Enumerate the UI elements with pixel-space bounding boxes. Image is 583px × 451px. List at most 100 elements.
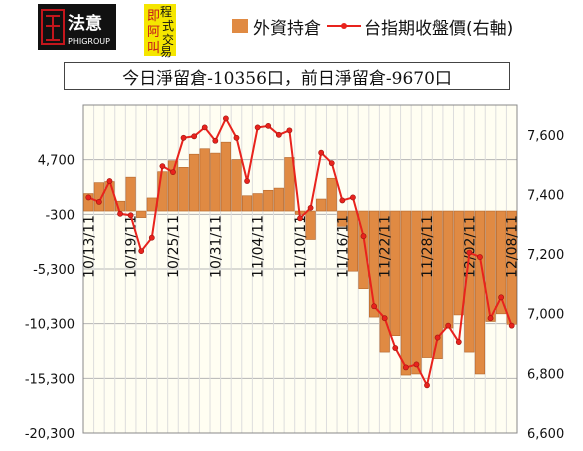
holdings-bar [379, 210, 390, 353]
index-close-point [212, 137, 219, 144]
index-close-point [254, 124, 261, 131]
index-close-point [413, 361, 420, 368]
holdings-bar [83, 193, 94, 212]
index-close-point [286, 127, 293, 134]
holdings-bar [369, 210, 380, 318]
right-axis-tick-label: 7,400 [527, 188, 564, 203]
index-close-point [392, 345, 399, 351]
right-axis-tick-label: 6,600 [527, 427, 564, 442]
svg-text:阿: 阿 [147, 25, 160, 40]
legend-line-swatch [327, 23, 361, 29]
plot-border [82, 104, 518, 434]
holdings-bar [231, 159, 242, 212]
holdings-bar [400, 210, 411, 376]
right-axis-tick-label: 7,600 [527, 129, 564, 144]
left-axis-tick-label: -15,300 [25, 372, 75, 387]
index-close-point [360, 233, 367, 240]
index-close-point [434, 334, 441, 341]
subtitle-text: 今日淨留倉-10356口，前日淨留倉-9670口 [122, 68, 452, 89]
holdings-bar [167, 160, 179, 212]
holdings-bar [337, 210, 348, 227]
left-axis-tick-label: -20,300 [25, 427, 75, 442]
right-axis-tick-label: 6,800 [527, 367, 564, 382]
holdings-bar [432, 210, 443, 359]
holdings-bar [93, 182, 104, 212]
svg-text:PHIGROUP: PHIGROUP [68, 37, 110, 46]
holdings-bar [474, 210, 486, 375]
index-close-point [350, 194, 356, 201]
index-close-point [138, 248, 145, 255]
right-axis-tick-label: 7,000 [527, 308, 564, 323]
index-close-point [466, 249, 473, 256]
date-label: 10/13/11 [81, 215, 97, 278]
index-close-point [339, 197, 346, 204]
index-close-point [318, 149, 325, 156]
index-close-point [307, 204, 314, 211]
holdings-bar [485, 210, 496, 322]
index-close-point [402, 364, 409, 371]
legend-label-holdings: 外資持倉 [253, 18, 321, 39]
svg-text:法意: 法意 [68, 13, 102, 34]
holdings-bar [220, 141, 231, 212]
left-axis-tick-label: -300 [45, 208, 75, 223]
holdings-bar [316, 198, 327, 212]
right-axis-tick-label: 7,200 [527, 248, 564, 263]
chart-subtitle: 今日淨留倉-10356口，前日淨留倉-9670口 [64, 62, 510, 90]
index-close-point [95, 199, 102, 205]
index-close-point [328, 160, 335, 167]
index-close-point [106, 178, 113, 184]
svg-text:易: 易 [160, 45, 172, 58]
left-axis-tick-label: 4,700 [38, 154, 75, 169]
date-label: 11/28/11 [420, 215, 436, 278]
index-close-point [445, 322, 452, 329]
holdings-bar [241, 195, 253, 212]
legend-item-holdings: 外資持倉 [232, 14, 321, 39]
holdings-bar [305, 210, 316, 240]
date-label: 12/02/11 [462, 215, 478, 278]
holdings-bar [326, 177, 337, 212]
index-close-point [477, 254, 483, 260]
index-close-point [191, 133, 198, 140]
holdings-bar [189, 153, 200, 212]
holdings-bar [464, 210, 475, 353]
index-close-point [371, 303, 377, 310]
index-close-point [424, 382, 430, 389]
holdings-bar [347, 210, 359, 272]
index-close-point [201, 124, 208, 131]
date-label: 10/19/11 [124, 215, 140, 278]
index-close-point [180, 134, 187, 141]
holdings-bar [199, 148, 210, 212]
date-label: 10/25/11 [166, 215, 182, 278]
index-close-point [297, 215, 303, 222]
index-close-point [487, 315, 494, 322]
index-close-point [159, 163, 166, 170]
holdings-bar [443, 210, 454, 329]
holdings-bar [252, 193, 263, 212]
index-close-point [508, 322, 515, 329]
svg-text:程: 程 [160, 4, 172, 19]
holdings-bar [496, 210, 507, 315]
index-close-point [223, 115, 229, 122]
index-close-point [455, 339, 462, 345]
holdings-bar [210, 152, 221, 212]
holdings-bar [358, 210, 369, 289]
legend-bar-swatch [232, 19, 248, 33]
company-logo: 法意 PHIGROUP 即 阿 叫 程 式 交 易 [38, 4, 176, 58]
holdings-bar [125, 176, 136, 212]
holdings-bar [273, 187, 284, 212]
left-axis-tick-label: -5,300 [33, 263, 75, 278]
date-label: 10/31/11 [208, 215, 224, 278]
holdings-bar [411, 210, 422, 375]
index-close-point [127, 212, 134, 219]
holdings-bar [136, 210, 147, 218]
index-close-point [381, 315, 388, 322]
index-close-point [148, 234, 155, 241]
svg-text:交: 交 [162, 32, 174, 47]
holdings-bar [263, 189, 274, 212]
holdings-bar [390, 210, 401, 336]
date-label: 11/22/11 [378, 215, 394, 278]
index-close-point [170, 169, 176, 175]
logo-yellow-badge [144, 4, 176, 56]
svg-text:式: 式 [162, 19, 174, 33]
